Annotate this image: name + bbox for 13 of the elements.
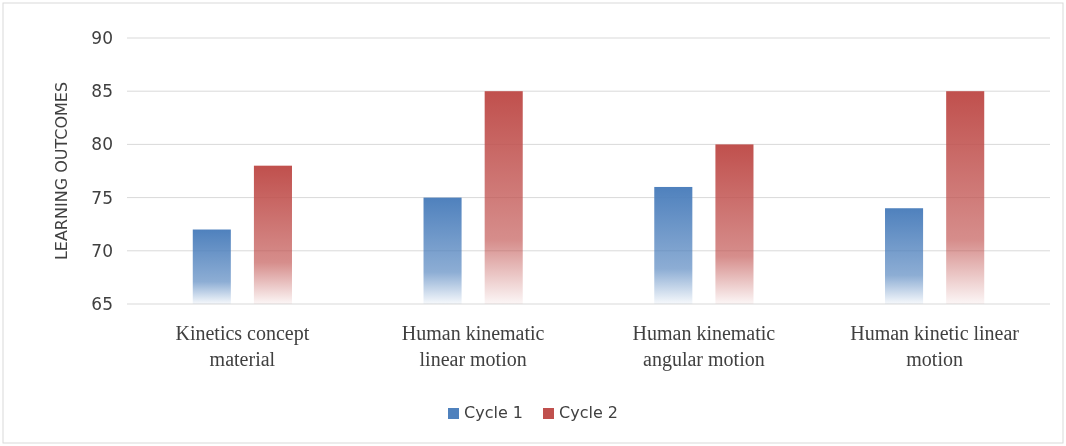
x-tick-label: Human kinematic linear motion <box>401 322 545 370</box>
y-tick-label: 90 <box>91 27 113 48</box>
y-tick-label: 65 <box>91 293 113 314</box>
y-axis-title: LEARNING OUTCOMES <box>52 81 71 261</box>
y-tick-label: 75 <box>91 187 113 208</box>
x-tick-label: Human kinetic linear motion <box>850 322 1020 370</box>
y-tick-label: 85 <box>91 81 113 102</box>
legend-label: Cycle 2 <box>559 403 618 422</box>
y-tick-label: 80 <box>91 134 113 155</box>
legend-label: Cycle 1 <box>464 403 523 422</box>
y-tick-label: 70 <box>91 240 113 261</box>
x-tick-label: Kinetics concept material <box>175 322 310 370</box>
x-tick-label: Human kinematic angular motion <box>632 322 776 371</box>
